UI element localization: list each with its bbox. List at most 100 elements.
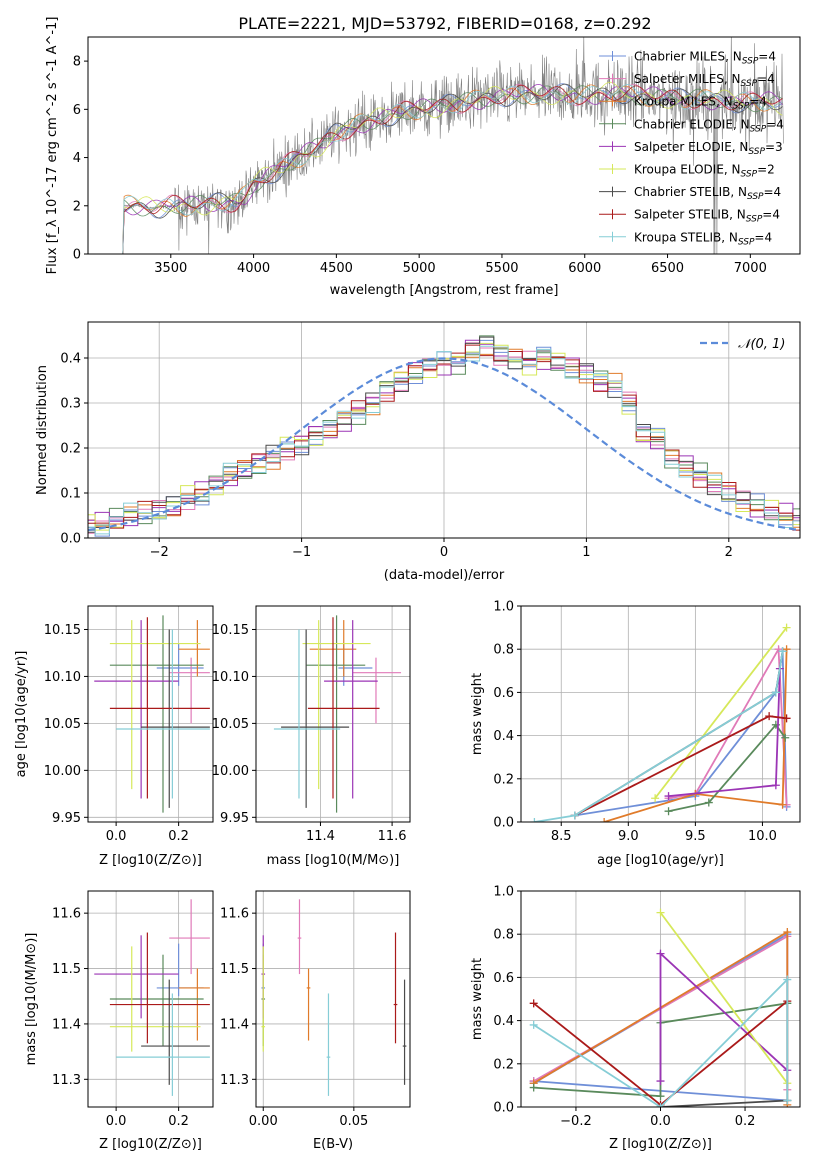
weight-marker <box>530 818 539 822</box>
weight-marker <box>782 714 791 723</box>
weight-line <box>603 649 788 822</box>
y-axis-label: mass [log10(M/M⊙)] <box>24 933 39 1066</box>
axes-frame: 8.5 9.0 9.5 10.0 0.0 0.2 0.4 0.6 0.8 1.0 <box>493 600 801 844</box>
weight-line <box>574 651 788 817</box>
weight-marker <box>656 1103 665 1107</box>
plot-area <box>122 37 784 254</box>
histogram-step <box>88 344 800 531</box>
plot-area <box>94 615 210 813</box>
y-tick-label: 0.0 <box>493 1101 514 1116</box>
panel-residuals: −2 −1 0 1 2 0.0 0.1 0.2 0.3 0.4 𝒩(0, 1) (data-model… <box>35 321 801 583</box>
weight-marker <box>771 781 780 790</box>
x-axis-label: mass [log10(M/M⊙)] <box>267 853 400 868</box>
x-tick-label: 7000 <box>734 261 767 276</box>
x-tick-label: 1 <box>582 545 590 560</box>
y-tick-label: 10.00 <box>44 764 81 779</box>
y-tick-label: 0.4 <box>493 1014 514 1029</box>
axes-frame: 0.00 0.05 11.3 11.4 11.5 11.6 <box>220 890 411 1129</box>
x-tick-label: 6500 <box>651 261 684 276</box>
y-tick-label: 11.5 <box>220 962 249 977</box>
y-tick-label: 1.0 <box>493 600 514 615</box>
histogram-step <box>88 335 800 531</box>
weight-marker <box>778 800 787 809</box>
axes-box <box>87 890 214 1108</box>
axes-box <box>520 605 801 823</box>
legend-label: 𝒩(0, 1) <box>738 337 785 352</box>
figure-title: PLATE=2221, MJD=53792, FIBERID=0168, z=0… <box>238 14 651 33</box>
weight-marker <box>781 733 790 742</box>
spectrum-model-line <box>122 85 783 254</box>
x-axis-label: Z [log10(Z/Z⊙)] <box>99 1137 202 1152</box>
plot-area <box>273 615 402 813</box>
y-tick-label: 10.05 <box>212 717 249 732</box>
spectrum-model-line <box>122 83 783 254</box>
y-tick-label: 6 <box>73 103 81 118</box>
spectrum-model-line <box>122 84 783 254</box>
x-tick-label: 8.5 <box>551 829 572 844</box>
y-tick-label: 9.95 <box>52 811 81 826</box>
y-tick-label: 10.00 <box>212 764 249 779</box>
weight-line <box>574 651 784 817</box>
y-tick-label: 9.95 <box>220 811 249 826</box>
weight-marker <box>778 647 787 656</box>
axes-box <box>255 890 411 1108</box>
plot-area <box>529 908 792 1107</box>
axes-frame: −2 −1 0 1 2 0.0 0.1 0.2 0.3 0.4 <box>60 321 801 560</box>
y-tick-label: 0.4 <box>60 352 81 367</box>
x-tick-label: 0.0 <box>106 829 127 844</box>
weight-line <box>654 627 788 799</box>
axes-box <box>87 36 801 255</box>
legend-label: Chabrier STELIB, NSSP=4 <box>634 185 781 202</box>
spectrum-model-line <box>122 83 783 254</box>
y-tick-label: 0 <box>73 248 81 263</box>
weight-marker <box>570 811 579 820</box>
histogram-step <box>88 345 800 535</box>
x-tick-label: 6000 <box>568 261 601 276</box>
y-tick-label: 0.0 <box>60 532 81 547</box>
x-tick-label: 10.0 <box>748 829 777 844</box>
y-tick-label: 0.0 <box>493 816 514 831</box>
panel-age-vs-mass: 11.4 11.6 9.95 10.00 10.05 10.10 10.15 mass [lo… <box>212 605 411 868</box>
histogram-step <box>88 342 800 534</box>
legend-label: Salpeter STELIB, NSSP=4 <box>634 208 780 225</box>
panel-mass-vs-ebv: 0.00 0.05 11.3 11.4 11.5 11.6 E(B-V) <box>220 890 411 1152</box>
legend-label: Kroupa ELODIE, NSSP=2 <box>634 163 775 180</box>
weight-marker <box>704 798 713 807</box>
axes-box <box>87 605 214 823</box>
weight-marker <box>771 688 780 697</box>
axes-frame: 0.0 0.2 11.3 11.4 11.5 11.6 <box>52 890 214 1129</box>
legend-label: Salpeter MILES, NSSP=4 <box>634 72 775 89</box>
panel-spectrum: 3500 4000 4500 5000 5500 6000 6500 7000 0 2 4 6 8 Cha… <box>45 17 801 298</box>
y-axis-label: mass weight <box>470 958 485 1040</box>
y-tick-label: 0.4 <box>493 729 514 744</box>
weight-marker <box>529 1020 538 1029</box>
panel-age-vs-Z: 0.0 0.2 9.95 10.00 10.05 10.10 10.15 Z [log10(Z… <box>14 605 214 868</box>
legend-label: Kroupa STELIB, NSSP=4 <box>634 230 772 247</box>
y-tick-label: 10.15 <box>212 623 249 638</box>
axes-frame: 3500 4000 4500 5000 5500 6000 6500 7000 0 2 4 6 8 <box>73 36 801 276</box>
x-tick-label: 9.5 <box>685 829 706 844</box>
plot-area <box>88 335 800 537</box>
y-axis-label: age [log10(age/yr)] <box>14 651 29 778</box>
weight-line <box>660 1099 788 1107</box>
y-tick-label: 1.0 <box>493 885 514 900</box>
legend-label: Chabrier ELODIE, NSSP=4 <box>634 117 784 134</box>
x-tick-label: 4000 <box>237 261 270 276</box>
weight-line <box>668 646 788 805</box>
weight-line <box>659 912 789 1084</box>
x-tick-label: 0.2 <box>168 829 189 844</box>
y-tick-label: 10.10 <box>212 670 249 685</box>
y-tick-label: 10.05 <box>44 717 81 732</box>
x-tick-label: 0.00 <box>249 1114 278 1129</box>
y-tick-label: 11.3 <box>220 1073 249 1088</box>
axes-frame: −0.2 0.0 0.2 0.0 0.2 0.4 0.6 0.8 1.0 <box>493 885 801 1129</box>
x-tick-label: −2 <box>150 545 169 560</box>
axes-box <box>255 605 411 823</box>
normal-curve <box>88 357 798 532</box>
weight-marker <box>783 1096 792 1105</box>
weight-marker <box>656 1092 665 1101</box>
weight-marker <box>765 712 774 721</box>
x-tick-label: 0.05 <box>339 1114 368 1129</box>
y-axis-label: mass weight <box>470 673 485 755</box>
y-axis-label: Normed distribution <box>35 365 50 495</box>
